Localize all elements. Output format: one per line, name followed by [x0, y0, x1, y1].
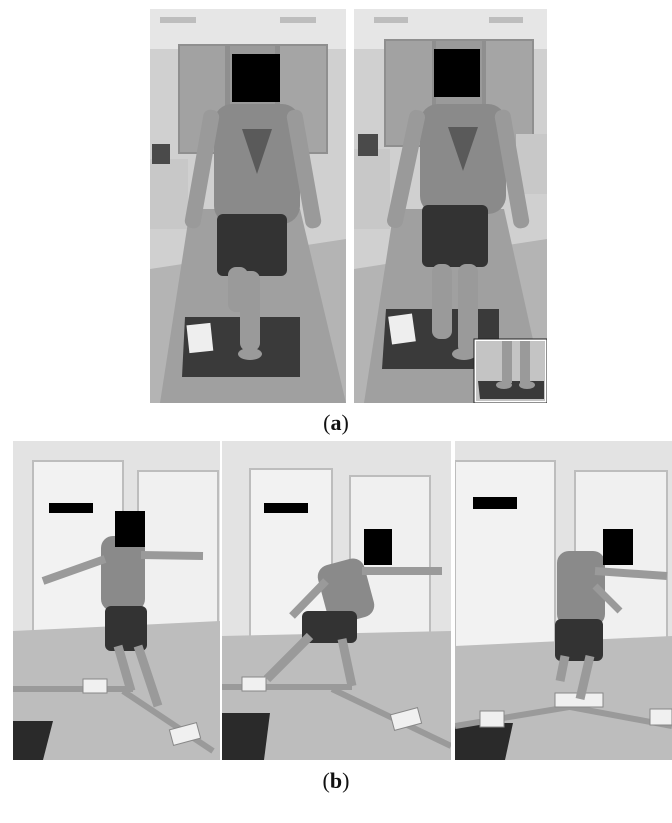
caption-a: (a)	[0, 410, 672, 438]
photo-b-right	[455, 441, 672, 760]
photo-a-left	[150, 9, 346, 403]
photo-a-right	[354, 9, 547, 403]
caption-b-text: (b)	[322, 768, 350, 793]
caption-b-text-letter: b	[329, 768, 343, 793]
photo-b-middle	[222, 441, 451, 760]
caption-a-text-letter: a	[330, 410, 342, 435]
photo-b-left	[13, 441, 220, 760]
caption-a-text: (a)	[323, 410, 349, 435]
caption-b: (b)	[0, 768, 672, 798]
